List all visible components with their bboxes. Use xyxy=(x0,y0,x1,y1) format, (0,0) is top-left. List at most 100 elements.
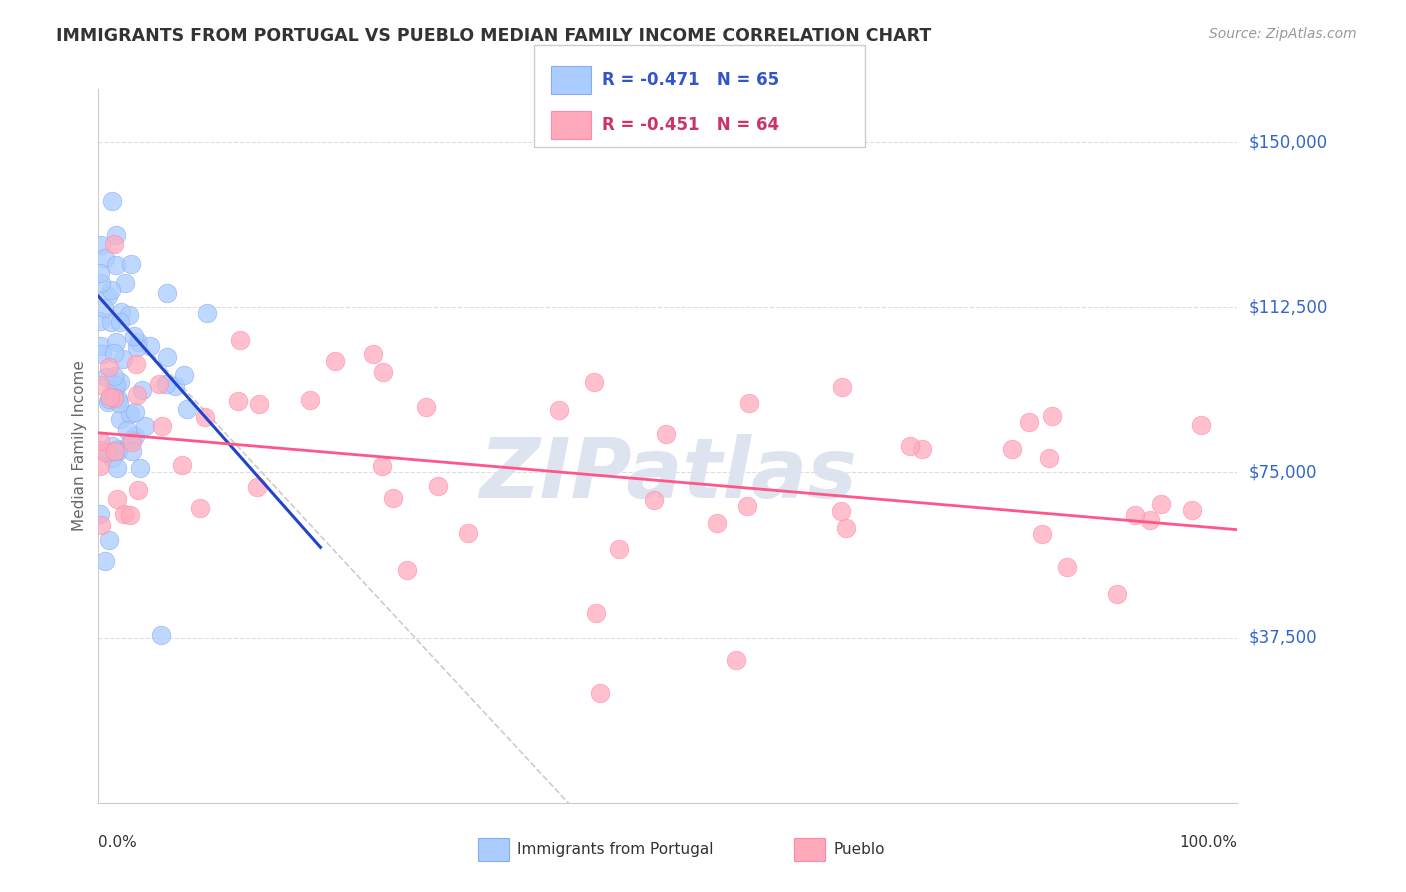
Point xyxy=(120,257,142,271)
Point xyxy=(108,412,131,426)
Point xyxy=(107,392,129,407)
Point xyxy=(654,427,676,442)
Text: ZIPatlas: ZIPatlas xyxy=(479,434,856,515)
Point xyxy=(89,507,111,521)
Point xyxy=(585,606,607,620)
Text: $75,000: $75,000 xyxy=(1249,464,1317,482)
Point xyxy=(89,314,111,328)
Point xyxy=(246,479,269,493)
Point xyxy=(103,444,125,458)
Point xyxy=(170,458,193,472)
Point xyxy=(911,442,934,456)
Point xyxy=(104,380,127,394)
Point xyxy=(1001,442,1024,456)
Point xyxy=(118,508,141,522)
Point xyxy=(98,533,121,548)
Point xyxy=(830,504,852,518)
Point xyxy=(363,346,385,360)
Point xyxy=(163,379,186,393)
Point xyxy=(115,423,138,437)
Point xyxy=(97,289,120,303)
Point xyxy=(124,405,146,419)
Point xyxy=(125,340,148,354)
Point xyxy=(105,461,128,475)
Text: $37,500: $37,500 xyxy=(1249,629,1317,647)
Text: R = -0.471   N = 65: R = -0.471 N = 65 xyxy=(602,71,779,89)
Point xyxy=(156,285,179,300)
Point xyxy=(111,351,134,366)
Point xyxy=(94,553,117,567)
Point xyxy=(104,228,127,243)
Point xyxy=(127,335,149,350)
Point xyxy=(1056,560,1078,574)
Text: R = -0.451   N = 64: R = -0.451 N = 64 xyxy=(602,116,779,134)
Point xyxy=(89,434,111,448)
Point xyxy=(118,407,141,421)
Y-axis label: Median Family Income: Median Family Income xyxy=(72,360,87,532)
Point xyxy=(89,377,111,392)
Point xyxy=(120,433,142,447)
Text: 0.0%: 0.0% xyxy=(98,835,138,850)
Point xyxy=(1031,526,1053,541)
Point xyxy=(125,388,148,402)
Point xyxy=(114,276,136,290)
Point xyxy=(100,315,122,329)
Point xyxy=(121,443,143,458)
Point xyxy=(1189,417,1212,432)
Point xyxy=(195,306,218,320)
Point xyxy=(98,359,121,374)
Point xyxy=(89,458,111,473)
Point xyxy=(395,563,418,577)
Point xyxy=(127,483,149,497)
Point xyxy=(415,400,437,414)
Point xyxy=(150,419,173,434)
Point xyxy=(100,440,122,454)
Point xyxy=(1125,508,1147,522)
Point xyxy=(125,357,148,371)
Text: Source: ZipAtlas.com: Source: ZipAtlas.com xyxy=(1209,27,1357,41)
Point xyxy=(103,390,125,404)
Point xyxy=(643,492,665,507)
Text: Pueblo: Pueblo xyxy=(834,842,886,856)
Point xyxy=(381,491,404,506)
Point xyxy=(94,370,117,384)
Point xyxy=(89,266,111,280)
Point xyxy=(323,353,346,368)
Point xyxy=(1181,503,1204,517)
Point xyxy=(156,350,179,364)
Point xyxy=(131,383,153,397)
Point xyxy=(1018,415,1040,429)
Point xyxy=(735,500,758,514)
Point xyxy=(148,376,170,391)
Point xyxy=(103,391,125,405)
Point xyxy=(103,369,125,384)
Point xyxy=(724,653,747,667)
Point xyxy=(173,368,195,382)
Text: IMMIGRANTS FROM PORTUGAL VS PUEBLO MEDIAN FAMILY INCOME CORRELATION CHART: IMMIGRANTS FROM PORTUGAL VS PUEBLO MEDIA… xyxy=(56,27,932,45)
Point xyxy=(1139,513,1161,527)
Text: $150,000: $150,000 xyxy=(1249,133,1327,151)
Point xyxy=(1150,497,1173,511)
Point xyxy=(298,392,321,407)
Point xyxy=(122,329,145,343)
Point xyxy=(121,435,143,450)
Point xyxy=(129,461,152,475)
Point xyxy=(229,333,252,347)
Point xyxy=(96,444,118,458)
Text: 100.0%: 100.0% xyxy=(1180,835,1237,850)
Point xyxy=(103,237,125,252)
Point xyxy=(134,418,156,433)
Point xyxy=(588,686,610,700)
Point xyxy=(247,397,270,411)
Point xyxy=(108,395,131,409)
Point xyxy=(194,409,217,424)
Point xyxy=(607,541,630,556)
Point xyxy=(548,403,571,417)
Point xyxy=(103,345,125,359)
Point xyxy=(155,376,177,391)
Point xyxy=(101,451,124,466)
Point xyxy=(93,301,115,315)
Point xyxy=(834,521,856,535)
Point xyxy=(110,305,132,319)
Point xyxy=(108,315,131,329)
